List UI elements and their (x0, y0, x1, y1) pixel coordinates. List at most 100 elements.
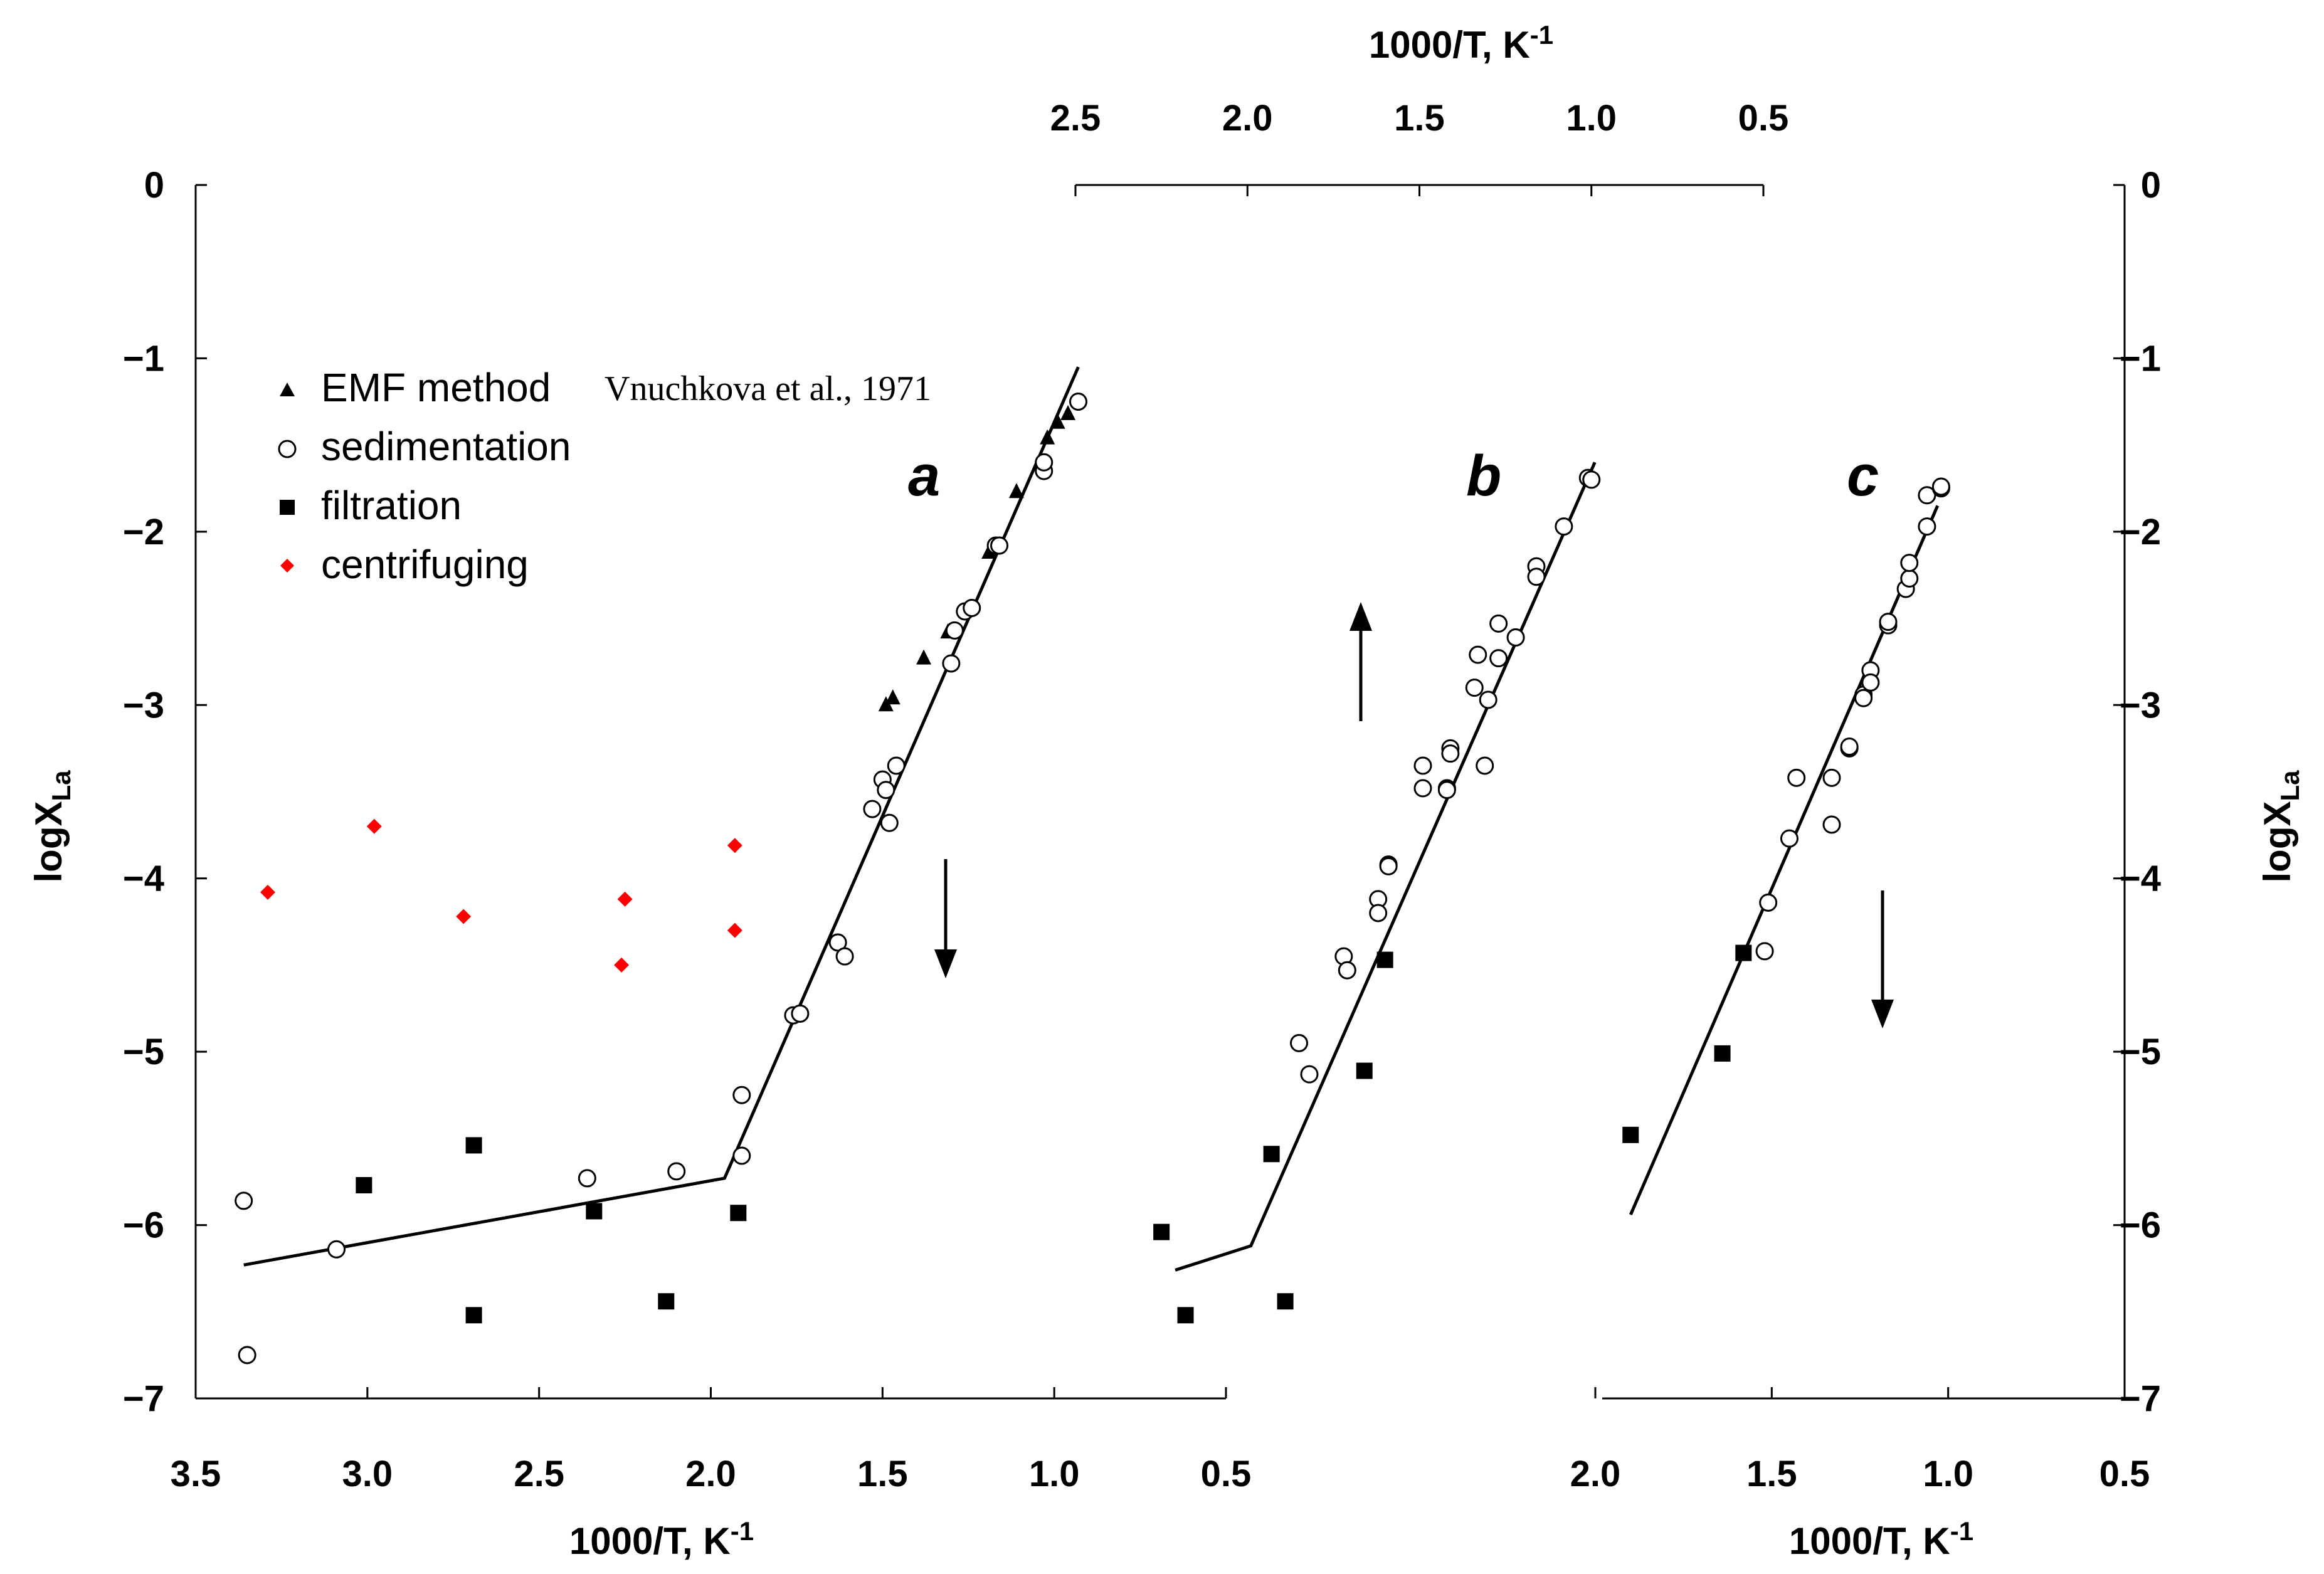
point-centrifuging-a (260, 884, 276, 900)
x-axis-title-bottom-left: 1000/T, K-1 (569, 1516, 754, 1562)
panel-label-a: a (908, 444, 940, 508)
legend-ref-emf: Vnuchkova et al., 1971 (605, 369, 931, 408)
point-sedimentation-b (1527, 568, 1546, 586)
x-tick-label-c: 0.5 (2100, 1454, 2150, 1494)
point-sedimentation-c (1759, 893, 1778, 912)
point-filtration-b (1356, 1062, 1373, 1079)
x-tick-label-c: 1.0 (1923, 1454, 1973, 1494)
point-sedimentation-c (1861, 673, 1880, 692)
arrow-head-c (1871, 1000, 1894, 1028)
x-tick-label-b: 0.5 (1738, 98, 1789, 139)
x-tick-label-c: 2.0 (1570, 1454, 1621, 1494)
panel-label-c: c (1847, 444, 1879, 508)
point-sedimentation-a (942, 654, 961, 673)
point-centrifuging-a (727, 838, 742, 853)
point-sedimentation-b (1413, 779, 1432, 798)
y-ticks: 0 0 −1 −1 −2 −2 −3 −3 −4 −4 −5 −5 −6 −6 −7 −7 (123, 165, 2161, 1419)
x-tick-label-b: 1.5 (1394, 98, 1445, 139)
point-sedimentation-c (1755, 942, 1774, 961)
point-sedimentation-b (1369, 904, 1388, 922)
y-tick-label-left: −1 (123, 338, 164, 379)
point-filtration-a (586, 1203, 603, 1220)
y-tick-label-right: 0 (2141, 165, 2161, 206)
point-filtration-a (465, 1137, 482, 1154)
point-filtration-a (465, 1307, 482, 1324)
legend-marker-emf (280, 383, 295, 396)
point-filtration-c (1714, 1045, 1731, 1062)
arrow-head-b (1350, 602, 1372, 631)
point-filtration-a (730, 1205, 747, 1222)
point-sedimentation-c (1787, 768, 1806, 787)
point-centrifuging-a (727, 922, 742, 938)
point-sedimentation-a (791, 1004, 810, 1023)
legend-label-sedimentation: sedimentation (321, 424, 571, 469)
point-sedimentation-c (1780, 829, 1798, 848)
legend-marker-filtration (280, 500, 295, 515)
point-sedimentation-b (1300, 1065, 1319, 1084)
point-centrifuging-a (617, 891, 633, 907)
point-sedimentation-b (1479, 690, 1497, 709)
x-tick-label-a: 1.5 (857, 1454, 908, 1494)
y-tick-label-left: −5 (123, 1032, 164, 1072)
point-sedimentation-c (1918, 517, 1936, 536)
x-tick-label-a: 3.0 (342, 1454, 393, 1494)
point-sedimentation-c (1918, 486, 1936, 505)
y-tick-label-right: −7 (2120, 1378, 2161, 1419)
legend-marker-sedimentation (278, 440, 297, 458)
point-sedimentation-c (1822, 768, 1841, 787)
x-tick-label-c: 1.5 (1746, 1454, 1797, 1494)
point-sedimentation-a (732, 1146, 751, 1165)
y-axis-title-right: logXLa (2256, 770, 2305, 883)
point-sedimentation-b (1465, 679, 1484, 697)
point-sedimentation-a (880, 813, 899, 832)
x-axis-title-top: 1000/T, K-1 (1369, 20, 1553, 66)
point-filtration-b (1277, 1293, 1294, 1310)
point-sedimentation-c (1900, 554, 1919, 573)
point-sedimentation-c (1822, 815, 1841, 834)
point-centrifuging-a (614, 957, 630, 973)
point-filtration-b (1177, 1307, 1194, 1324)
point-sedimentation-a (667, 1162, 686, 1181)
point-filtration-c (1735, 944, 1752, 961)
y-tick-label-right: −5 (2120, 1032, 2161, 1072)
y-tick-label-right: −1 (2120, 338, 2161, 379)
point-sedimentation-b (1489, 614, 1508, 633)
point-sedimentation-a (863, 800, 882, 818)
point-filtration-a (658, 1293, 675, 1310)
y-tick-label-right: −4 (2120, 858, 2161, 899)
point-sedimentation-b (1476, 756, 1494, 775)
point-filtration-b (1376, 951, 1393, 968)
point-sedimentation-b (1437, 781, 1456, 800)
point-sedimentation-b (1469, 645, 1487, 664)
y-axis-title-left: logXLa (28, 770, 76, 883)
x-tick-label-b: 1.0 (1566, 98, 1617, 139)
y-tick-label-left: 0 (144, 165, 164, 206)
legend-label-filtration: filtration (321, 483, 462, 528)
point-sedimentation-a (1069, 393, 1088, 411)
x-tick-label-a: 1.0 (1029, 1454, 1080, 1494)
point-sedimentation-a (945, 621, 964, 640)
point-sedimentation-a (238, 1346, 256, 1365)
point-filtration-c (1622, 1126, 1639, 1143)
y-tick-label-left: −4 (123, 858, 164, 899)
point-sedimentation-c (1931, 477, 1950, 496)
point-emf-method-a (1008, 483, 1024, 499)
point-sedimentation-a (887, 756, 906, 775)
point-sedimentation-a (990, 536, 1009, 555)
point-emf-method-a (885, 689, 901, 705)
point-sedimentation-c (1900, 569, 1919, 588)
y-tick-label-left: −3 (123, 685, 164, 726)
point-sedimentation-c (1854, 689, 1873, 707)
arrow-head-a (934, 949, 957, 978)
point-sedimentation-a (327, 1240, 346, 1259)
point-filtration-a (356, 1176, 372, 1193)
point-sedimentation-b (1582, 470, 1601, 489)
point-emf-method-a (1040, 429, 1055, 445)
point-filtration-b (1263, 1146, 1280, 1163)
point-sedimentation-b (1338, 961, 1356, 980)
panel-label-b: b (1466, 444, 1501, 508)
y-tick-label-left: −7 (123, 1378, 164, 1419)
point-emf-method-a (1050, 413, 1065, 429)
point-centrifuging-a (456, 909, 472, 924)
